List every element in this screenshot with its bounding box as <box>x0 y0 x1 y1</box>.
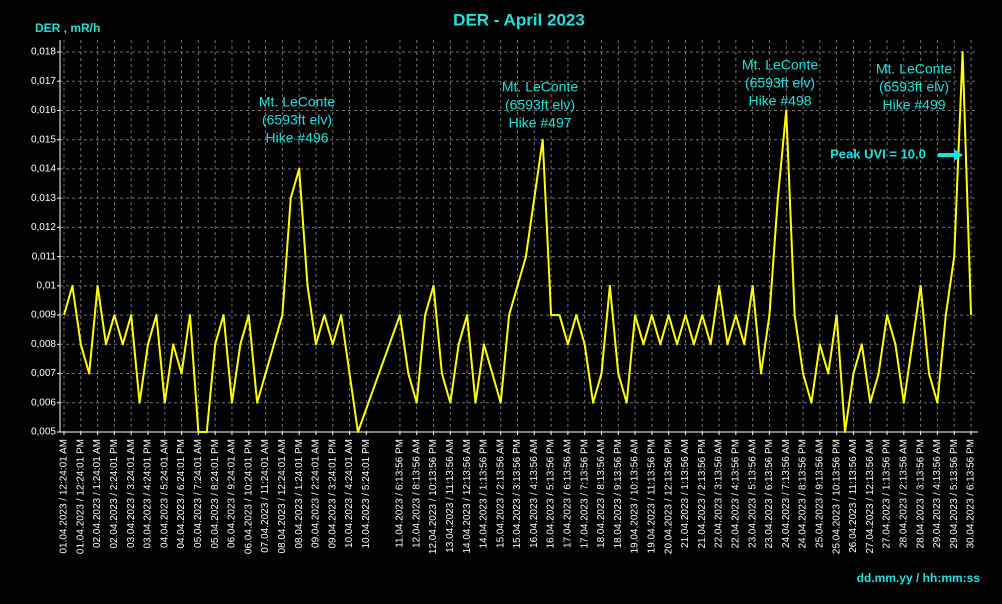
x-tick-label: 30.04.2023 / 6:13:56 PM <box>966 439 977 549</box>
x-tick-label: 19.04.2023 / 10:13:56 AM <box>630 439 641 554</box>
y-tick-label: 0,018 <box>31 47 56 58</box>
chart-title: DER - April 2023 <box>453 10 585 29</box>
y-axis-label: DER , mR/h <box>35 21 100 35</box>
y-tick-label: 0,007 <box>31 368 56 379</box>
x-tick-label: 03.04.2023 / 4:24:01 PM <box>143 439 154 549</box>
y-tick-label: 0,013 <box>31 193 56 204</box>
x-tick-label: 02.04.2023 / 2:24:01 PM <box>109 439 120 549</box>
x-tick-label: 18.04.2023 / 8:13:56 AM <box>596 439 607 548</box>
annotation: (6593ft elv) <box>879 79 949 95</box>
x-tick-label: 14.04.2023 / 12:13:56 AM <box>462 439 473 554</box>
annotation: Mt. LeConte <box>502 79 578 95</box>
x-tick-label: 21.04.2023 / 2:13:56 PM <box>697 439 708 549</box>
x-tick-label: 02.04.2023 / 1:24:01 AM <box>92 439 103 548</box>
x-tick-label: 14.04.2023 / 1:13:56 PM <box>479 439 490 549</box>
x-tick-label: 06.04.2023 / 10:24:01 PM <box>243 439 254 554</box>
y-tick-label: 0,012 <box>31 222 56 233</box>
x-tick-label: 12.04.2023 / 8:13:56 AM <box>411 439 422 548</box>
x-tick-label: 09.04.2023 / 2:24:01 AM <box>311 439 322 548</box>
y-tick-label: 0,006 <box>31 397 56 408</box>
x-tick-label: 26.04.2023 / 11:13:56 AM <box>848 439 859 553</box>
annotation: Mt. LeConte <box>876 61 952 77</box>
x-tick-label: 03.04.2023 / 3:24:01 AM <box>126 439 137 548</box>
x-tick-label: 23.04.2023 / 6:13:56 PM <box>764 439 775 549</box>
y-tick-label: 0,005 <box>31 427 56 438</box>
x-tick-label: 22.04.2023 / 3:13:56 AM <box>714 439 725 548</box>
x-tick-label: 01.04.2023 / 12:24:01 PM <box>75 439 86 554</box>
x-tick-label: 27.04.2023 / 1:13:56 PM <box>882 439 893 549</box>
x-tick-label: 15.04.2023 / 2:13:56 AM <box>495 439 506 548</box>
annotation: (6593ft elv) <box>745 75 815 91</box>
x-tick-label: 10.04.2023 / 4:24:01 AM <box>344 439 355 548</box>
x-tick-label: 17.04.2023 / 7:13:56 PM <box>579 439 590 549</box>
annotation: Mt. LeConte <box>259 94 335 110</box>
x-tick-label: 21.04.2023 / 1:13:56 AM <box>680 439 691 548</box>
x-tick-label: 24.04.2023 / 7:13:56 AM <box>781 439 792 548</box>
x-tick-label: 15.04.2023 / 3:13:56 PM <box>512 439 523 549</box>
annotation: (6593ft elv) <box>505 97 575 113</box>
x-tick-label: 25.04.2023 / 9:13:56 AM <box>814 439 825 548</box>
annotation: Mt. LeConte <box>742 57 818 73</box>
x-tick-label: 06.04.2023 / 9:24:01 AM <box>227 439 238 548</box>
x-tick-label: 04.04.2023 / 6:24:01 PM <box>176 439 187 549</box>
data-line <box>63 51 972 433</box>
y-tick-label: 0,01 <box>37 280 57 291</box>
x-tick-label: 04.04.2023 / 5:24:01 AM <box>159 439 170 548</box>
y-tick-label: 0,015 <box>31 134 56 145</box>
x-tick-label: 22.04.2023 / 4:13:56 PM <box>730 439 741 549</box>
x-tick-label: 07.04.2023 / 11:24:01 AM <box>260 439 271 553</box>
annotation: Hike #498 <box>748 93 811 109</box>
annotation: Hike #499 <box>882 97 945 113</box>
x-tick-label: 16.04.2023 / 4:13:56 AM <box>529 439 540 548</box>
annotation: (6593ft elv) <box>262 112 332 128</box>
x-tick-label: 27.04.2023 / 12:13:56 AM <box>865 439 876 554</box>
x-tick-label: 28.04.2023 / 3:13:56 PM <box>915 439 926 549</box>
x-tick-label: 05.04.2023 / 7:24:01 AM <box>193 439 204 548</box>
x-tick-label: 20.04.2023 / 12:13:56 PM <box>663 439 674 554</box>
x-tick-label: 12.04.2023 / 10:13:56 PM <box>428 439 439 554</box>
y-tick-label: 0,009 <box>31 310 56 321</box>
x-tick-label: 29.04.2023 / 4:13:56 AM <box>932 439 943 548</box>
y-tick-label: 0,016 <box>31 105 56 116</box>
y-tick-label: 0,014 <box>31 164 56 175</box>
arrow <box>938 149 963 161</box>
x-tick-label: 24.04.2023 / 8:13:56 PM <box>798 439 809 549</box>
x-tick-label: 08.04.2023 / 1:24:01 PM <box>294 439 305 549</box>
x-tick-label: 23.04.2023 / 5:13:56 AM <box>747 439 758 548</box>
x-tick-label: 19.04.2023 / 11:13:56 PM <box>647 439 658 553</box>
x-tick-label: 05.04.2023 / 8:24:01 PM <box>210 439 221 549</box>
annotation: Hike #497 <box>508 115 571 131</box>
peak-note: Peak UVI = 10.0 <box>830 146 926 161</box>
x-tick-label: 29.04.2023 / 5:13:56 PM <box>949 439 960 549</box>
y-tick-label: 0,017 <box>31 76 56 87</box>
x-tick-label: 28.04.2023 / 2:13:56 AM <box>898 439 909 548</box>
y-tick-label: 0,008 <box>31 339 56 350</box>
x-tick-label: 01.04.2023 / 12:24:01 AM <box>59 439 70 554</box>
y-tick-label: 0,011 <box>32 251 57 262</box>
x-tick-label: 11.04.2023 / 6:13:56 PM <box>395 439 406 548</box>
x-tick-label: 16.04.2023 / 5:13:56 PM <box>546 439 557 549</box>
x-tick-label: 13.04.2023 / 11:13:56 AM <box>445 439 456 553</box>
x-tick-label: 08.04.2023 / 12:24:01 AM <box>277 439 288 554</box>
annotation: Hike #496 <box>265 130 328 146</box>
x-tick-label: 18.04.2023 / 9:13:56 PM <box>613 439 624 549</box>
x-tick-label: 17.04.2023 / 6:13:56 AM <box>563 439 574 548</box>
x-tick-label: 25.04.2023 / 10:13:56 PM <box>831 439 842 554</box>
x-tick-label: 09.04.2023 / 3:24:01 PM <box>327 439 338 549</box>
x-axis-label: dd.mm.yy / hh:mm:ss <box>857 571 981 585</box>
x-tick-label: 10.04.2023 / 5:24:01 PM <box>361 439 372 549</box>
